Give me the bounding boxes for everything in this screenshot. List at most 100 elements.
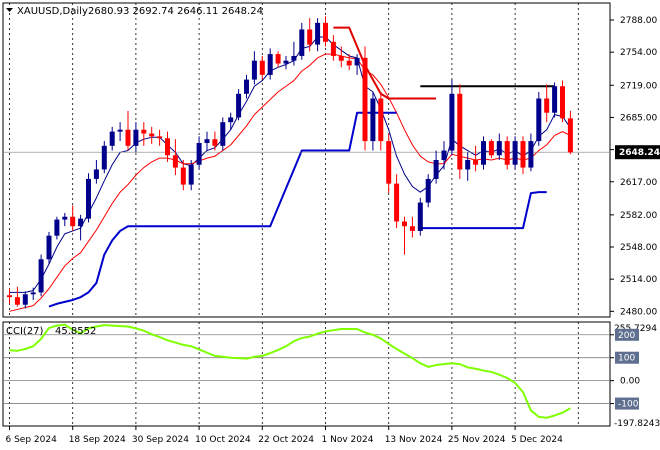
cci-panel-frame bbox=[2, 321, 611, 427]
candle-body bbox=[62, 216, 68, 220]
candle-body bbox=[528, 141, 534, 168]
blue_line-segment bbox=[420, 191, 547, 230]
cci-level-lines bbox=[3, 334, 610, 404]
candle-body bbox=[457, 93, 463, 170]
price-tick-label: 2788.00 bbox=[620, 16, 657, 26]
candle-body bbox=[93, 169, 99, 179]
candle-body bbox=[54, 219, 60, 236]
candle-body bbox=[449, 93, 455, 151]
candle-body bbox=[338, 55, 344, 61]
candle-body bbox=[465, 160, 471, 170]
candle-body bbox=[78, 218, 84, 227]
candle-body bbox=[283, 60, 289, 64]
current-price-tag-label: 2648.24 bbox=[619, 148, 660, 158]
time-tick-label: 10 Oct 2024 bbox=[195, 435, 251, 445]
time-tick-label: 1 Nov 2024 bbox=[322, 435, 374, 445]
candle-body bbox=[204, 139, 210, 143]
candle-body bbox=[7, 295, 12, 298]
cci-level-tag bbox=[615, 328, 639, 341]
candle-body bbox=[109, 131, 115, 146]
candle-body bbox=[267, 54, 273, 75]
time-tick-label: 22 Oct 2024 bbox=[258, 435, 314, 445]
candle-body bbox=[409, 226, 415, 231]
candle-body bbox=[141, 129, 147, 134]
candle-body bbox=[188, 164, 194, 185]
candle-body bbox=[520, 141, 526, 168]
candle-body bbox=[504, 141, 510, 165]
cci-axis-min-label: -197.8243 bbox=[614, 419, 660, 429]
candle-body bbox=[552, 86, 558, 113]
time-axis: 6 Sep 2024 18 Sep 2024 30 Sep 2024 10 Oct 2… bbox=[6, 426, 563, 445]
candle-body bbox=[330, 41, 336, 56]
time-tick-label: 6 Sep 2024 bbox=[6, 435, 58, 445]
candle-body bbox=[307, 29, 313, 45]
candle-body bbox=[544, 98, 550, 113]
candles[interactable] bbox=[7, 16, 573, 309]
time-tick-label: 25 Nov 2024 bbox=[448, 435, 506, 445]
candle-body bbox=[30, 292, 36, 295]
candle-body bbox=[212, 139, 218, 146]
candle-body bbox=[402, 221, 407, 227]
candle-body bbox=[496, 141, 502, 156]
candle-body bbox=[291, 55, 297, 61]
candle-body bbox=[323, 22, 328, 42]
symbol-menu-triangle-icon[interactable] bbox=[6, 8, 13, 12]
candle-body bbox=[346, 60, 352, 66]
candle-body bbox=[172, 155, 178, 168]
price-tick-label: 2548.00 bbox=[620, 243, 657, 253]
candle-body bbox=[14, 297, 20, 305]
current-price-tag bbox=[615, 145, 660, 160]
candle-body bbox=[228, 117, 234, 123]
time-tick-label: 13 Nov 2024 bbox=[385, 435, 443, 445]
time-tick-label: 18 Sep 2024 bbox=[69, 435, 126, 445]
candle-body bbox=[370, 98, 376, 142]
cci-level-tag bbox=[615, 351, 639, 364]
fast_ma-line bbox=[9, 36, 571, 293]
cci-indicator-value: 45.8552 bbox=[55, 326, 96, 337]
candle-body bbox=[386, 141, 392, 184]
candle-body bbox=[236, 93, 242, 118]
cci-vertical-grid bbox=[9, 322, 579, 426]
symbol-label: XAUUSD,Daily bbox=[17, 6, 88, 17]
cci-series bbox=[9, 323, 571, 419]
candle-body bbox=[512, 141, 518, 165]
candle-body bbox=[22, 294, 28, 305]
candle-body bbox=[196, 142, 202, 165]
candle-body bbox=[567, 118, 573, 153]
blue_line-segment bbox=[48, 111, 397, 308]
red_line-segment bbox=[333, 26, 437, 100]
candle-body bbox=[149, 133, 155, 137]
price-tick-label: 2514.00 bbox=[620, 275, 657, 285]
candle-body bbox=[488, 141, 494, 156]
candle-body bbox=[38, 259, 44, 293]
candle-body bbox=[354, 57, 360, 66]
candle-body bbox=[473, 160, 479, 165]
candle-body bbox=[86, 178, 91, 219]
candle-body bbox=[220, 122, 226, 146]
time-tick-label: 30 Sep 2024 bbox=[132, 435, 189, 445]
candle-body bbox=[481, 141, 486, 165]
price-tick-label: 2617.00 bbox=[620, 178, 657, 188]
cci-level-label: 200 bbox=[618, 331, 635, 341]
price-tick-label: 2685.00 bbox=[620, 113, 657, 123]
cci-level-label: 100 bbox=[618, 354, 635, 364]
candle-body bbox=[165, 138, 170, 156]
candle-body bbox=[46, 235, 52, 260]
candle-body bbox=[180, 167, 186, 185]
cci-level-tag bbox=[615, 397, 639, 410]
candle-body bbox=[536, 98, 542, 142]
candle-body bbox=[362, 57, 368, 142]
price-tick-label: 2480.00 bbox=[620, 307, 657, 317]
price-tick-label: 2719.00 bbox=[620, 81, 657, 91]
ohlc-values: 2680.93 2692.74 2646.11 2648.24 bbox=[88, 6, 263, 17]
slow_ma-line bbox=[9, 53, 571, 312]
candle-body bbox=[315, 22, 321, 45]
candle-body bbox=[157, 136, 163, 139]
cci-line bbox=[9, 323, 571, 419]
candle-body bbox=[417, 202, 423, 231]
candle-body bbox=[259, 60, 265, 75]
candle-body bbox=[560, 86, 565, 119]
candle-body bbox=[70, 216, 76, 227]
